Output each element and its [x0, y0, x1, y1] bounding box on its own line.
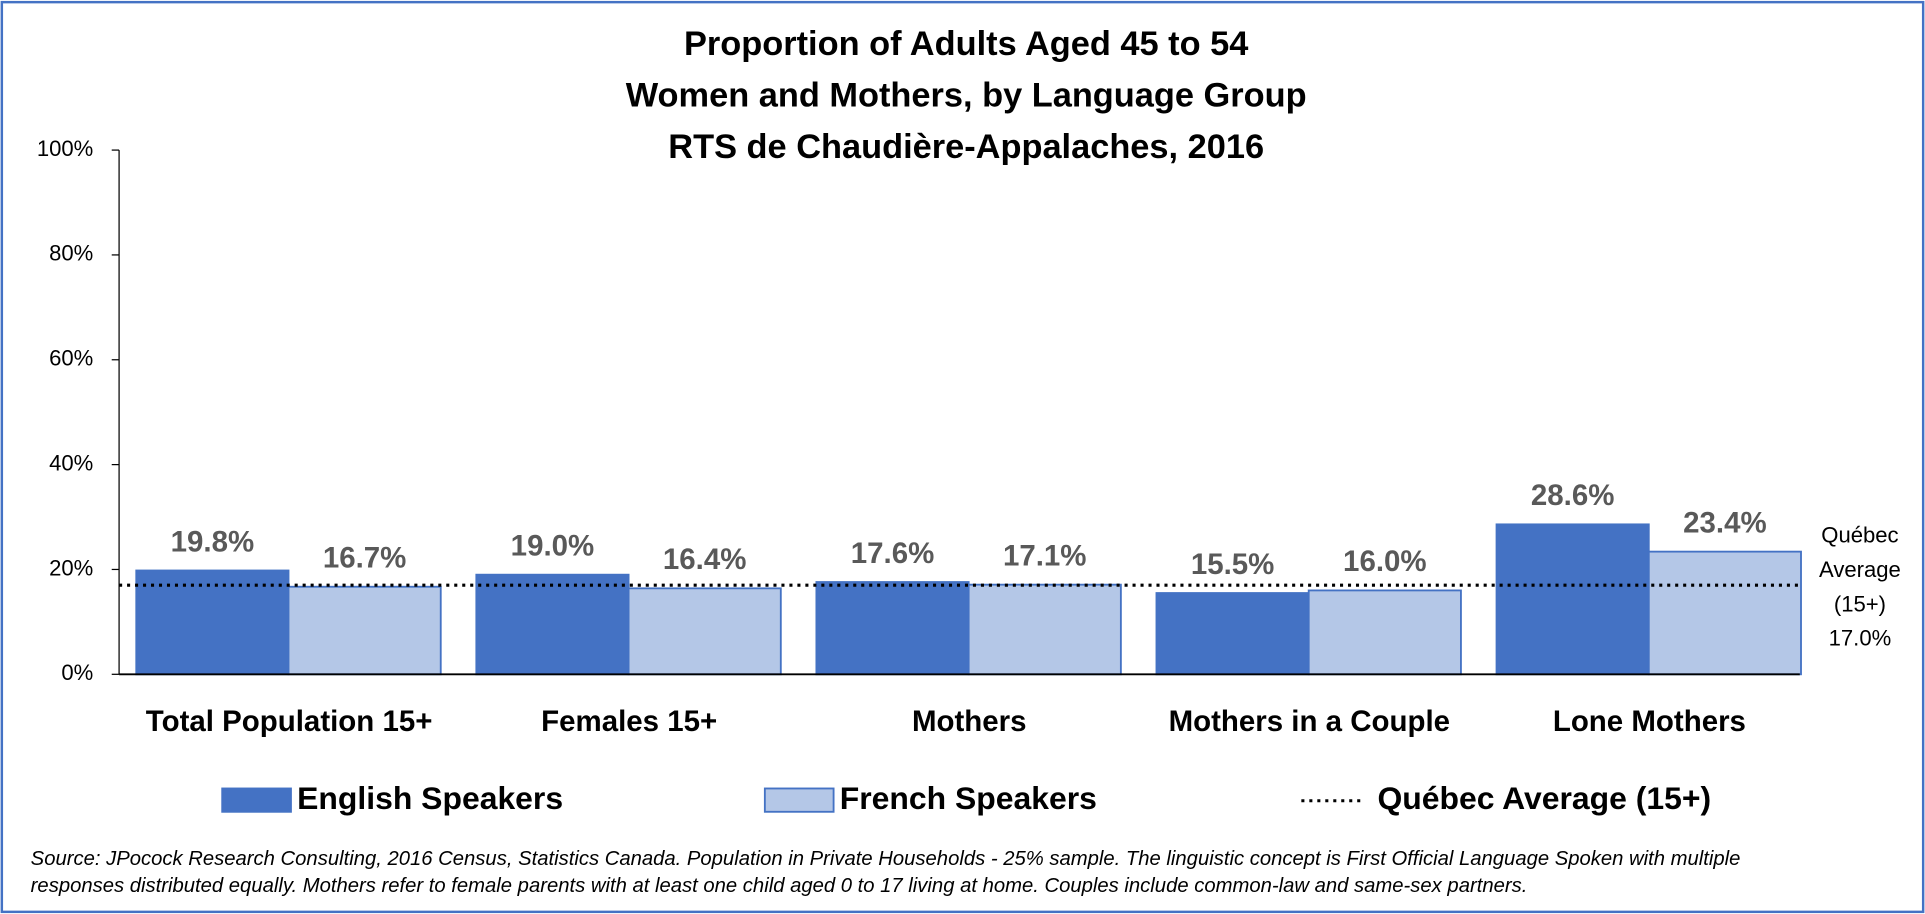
x-tick-label: Mothers — [912, 705, 1027, 738]
bar — [475, 573, 630, 676]
bar — [1307, 589, 1462, 676]
y-tick-label: 0% — [61, 660, 93, 685]
y-tick-label: 40% — [49, 450, 93, 475]
chart-title: Women and Mothers, by Language Group — [626, 76, 1307, 114]
value-label: 17.6% — [851, 537, 935, 570]
chart-title: RTS de Chaudière-Appalaches, 2016 — [668, 128, 1264, 166]
bar — [287, 585, 442, 676]
reference-label: 17.0% — [1829, 626, 1892, 651]
value-label: 17.1% — [1003, 539, 1087, 572]
legend-label: French Speakers — [840, 780, 1097, 816]
value-label: 16.7% — [323, 542, 407, 575]
bar — [967, 583, 1122, 676]
reference-label: (15+) — [1834, 591, 1886, 616]
legend-swatch — [763, 787, 835, 813]
y-tick-label: 60% — [49, 346, 93, 371]
x-tick-label: Mothers in a Couple — [1169, 705, 1450, 738]
reference-label: Average — [1819, 557, 1901, 582]
y-tick-label: 80% — [49, 241, 93, 266]
value-label: 23.4% — [1683, 506, 1767, 539]
bar — [815, 581, 970, 676]
x-tick-label: Total Population 15+ — [146, 705, 433, 738]
value-label: 19.0% — [511, 529, 595, 562]
legend-label: Québec Average (15+) — [1377, 780, 1711, 816]
value-label: 16.0% — [1343, 545, 1427, 578]
legend-swatch — [221, 787, 292, 813]
legend-label: English Speakers — [297, 780, 563, 816]
value-label: 15.5% — [1191, 548, 1275, 581]
chart-title: Proportion of Adults Aged 45 to 54 — [684, 25, 1248, 63]
x-tick-label: Lone Mothers — [1553, 705, 1746, 738]
value-label: 28.6% — [1531, 479, 1615, 512]
bar — [627, 587, 782, 676]
source-note: responses distributed equally. Mothers r… — [31, 875, 1528, 897]
value-label: 16.4% — [663, 543, 747, 576]
bar — [1155, 592, 1310, 676]
x-tick-label: Females 15+ — [541, 705, 717, 738]
reference-label: Québec — [1821, 523, 1898, 548]
source-note: Source: JPocock Research Consulting, 201… — [31, 848, 1741, 870]
y-tick-label: 20% — [49, 555, 93, 580]
bar — [1495, 523, 1650, 676]
bar — [135, 569, 290, 676]
y-tick-label: 100% — [37, 136, 93, 161]
value-label: 19.8% — [171, 525, 255, 558]
bar — [1647, 550, 1802, 676]
